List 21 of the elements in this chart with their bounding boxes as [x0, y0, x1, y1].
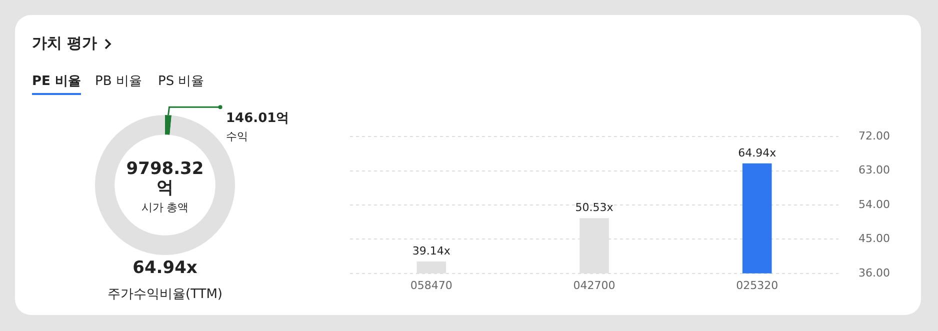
chart-title: 가치 평가	[32, 34, 98, 53]
x-tick-label: 025320	[736, 278, 778, 292]
text: PS 비율	[158, 73, 204, 90]
x-tick-label: 058470	[410, 278, 452, 292]
slice-label: 수익	[226, 129, 249, 144]
text: PB 비율	[95, 73, 142, 90]
y-tick-label: 72.00	[858, 129, 890, 142]
text: 64.94x	[132, 258, 198, 278]
text: PE 비율	[32, 72, 81, 95]
data-label: 50.53x	[575, 201, 614, 214]
data-label: 64.94x	[738, 146, 777, 160]
data-label: 146.01억	[226, 110, 290, 127]
data-label: 39.14x	[412, 244, 451, 258]
text: 주가수익비율(TTM)	[106, 286, 224, 303]
y-tick-label: 54.00	[858, 198, 890, 211]
text: 9798.32억	[125, 159, 205, 198]
x-tick-label: 042700	[573, 278, 616, 292]
y-tick-label: 36.00	[858, 266, 890, 280]
y-tick-label: 45.00	[858, 232, 890, 246]
text: 시가 총액	[140, 200, 190, 215]
y-tick-label: 63.00	[858, 164, 890, 177]
